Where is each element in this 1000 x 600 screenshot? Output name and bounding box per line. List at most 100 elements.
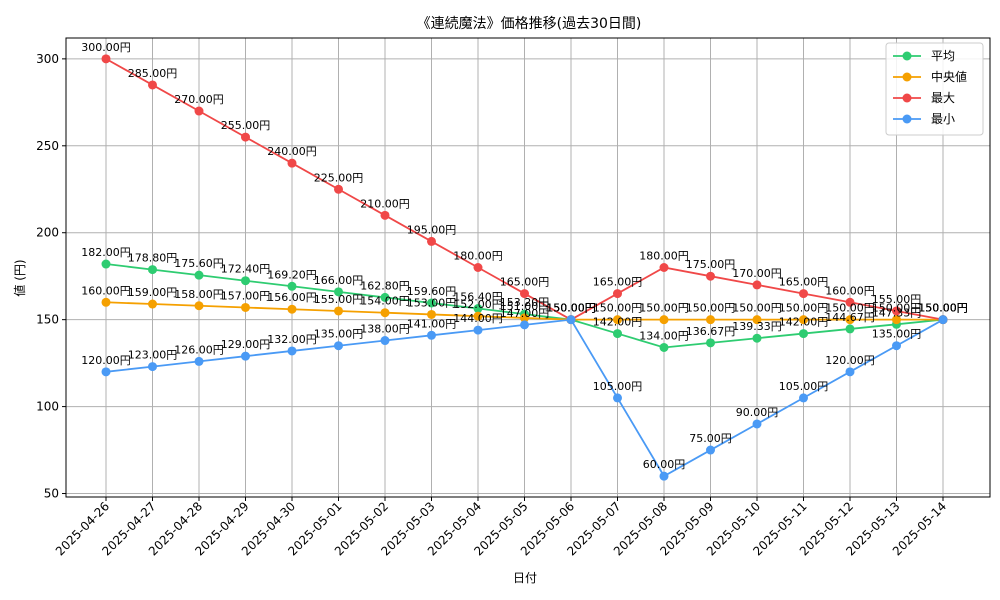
data-label: 170.00円 — [732, 267, 782, 280]
data-point — [845, 297, 855, 307]
data-point — [706, 315, 715, 325]
data-point — [194, 270, 204, 280]
data-label: 141.00円 — [407, 317, 457, 330]
data-point — [241, 276, 250, 286]
data-label: 120.00円 — [81, 354, 131, 367]
data-point — [101, 297, 111, 307]
data-point — [845, 315, 855, 325]
data-point — [194, 106, 204, 116]
data-label: 172.40円 — [221, 263, 271, 276]
data-label: 144.67円 — [825, 311, 875, 324]
data-point — [659, 342, 669, 352]
data-point — [194, 356, 204, 366]
series-中央値 — [101, 297, 948, 325]
data-label: 182.00円 — [81, 246, 131, 259]
legend-label: 最大 — [931, 91, 955, 105]
data-label: 105.00円 — [593, 380, 643, 393]
legend-marker — [902, 51, 912, 61]
data-label: 142.00円 — [593, 316, 643, 329]
data-label: 160.00円 — [81, 284, 131, 297]
data-label: 150.00円 — [686, 302, 736, 315]
data-label: 150.00円 — [779, 302, 829, 315]
data-point — [380, 308, 390, 318]
data-label: 60.00円 — [643, 458, 686, 471]
data-label: 150.00円 — [918, 302, 968, 315]
data-label: 159.60円 — [407, 285, 457, 298]
data-label: 158.00円 — [174, 288, 224, 301]
data-point — [799, 315, 808, 325]
data-point — [799, 393, 808, 403]
data-label: 210.00円 — [360, 197, 410, 210]
series-layer — [101, 54, 948, 481]
data-label: 240.00円 — [267, 145, 317, 158]
data-label: 150.00円 — [639, 302, 689, 315]
data-label: 156.00円 — [267, 291, 317, 304]
data-point — [380, 210, 390, 220]
data-point — [287, 346, 297, 356]
legend-label: 平均 — [931, 49, 955, 63]
data-label: 150.00円 — [918, 302, 968, 315]
data-label: 120.00円 — [825, 354, 875, 367]
data-point — [892, 341, 901, 351]
series-最小 — [101, 315, 948, 481]
data-point — [101, 367, 111, 377]
data-point — [613, 393, 622, 403]
data-label: 155.00円 — [872, 293, 922, 306]
data-label: 132.00円 — [267, 333, 317, 346]
y-tick-label: 50 — [44, 487, 59, 501]
legend-marker — [902, 93, 912, 103]
data-label: 135.00円 — [314, 328, 364, 341]
data-label: 150.00円 — [546, 302, 596, 315]
data-point — [473, 263, 483, 272]
data-label: 90.00円 — [736, 406, 779, 419]
data-point — [241, 302, 250, 312]
data-label: 270.00円 — [174, 93, 224, 106]
data-point — [241, 132, 250, 142]
data-point — [148, 80, 157, 90]
chart-title: 《連続魔法》価格推移(過去30日間) — [417, 15, 642, 32]
data-point — [101, 259, 111, 269]
data-point — [380, 336, 390, 346]
data-label: 180.00円 — [639, 250, 689, 263]
data-label: 139.33円 — [732, 320, 782, 333]
data-label: 150.00円 — [593, 302, 643, 315]
data-point — [148, 299, 157, 309]
plot-area — [65, 37, 991, 498]
y-tick-label: 300 — [36, 52, 59, 66]
data-label: 150.00円 — [918, 302, 968, 315]
y-tick-label: 100 — [36, 400, 59, 414]
data-label: 156.40円 — [453, 291, 503, 304]
data-label: 154.00円 — [360, 295, 410, 308]
data-label: 152.00円 — [453, 298, 503, 311]
data-point — [473, 304, 483, 314]
y-tick-label: 200 — [36, 226, 59, 240]
y-axis-label: 値 (円) — [12, 259, 27, 296]
data-label: 150.00円 — [872, 302, 922, 315]
data-point — [752, 419, 762, 429]
data-label: 165.00円 — [779, 276, 829, 289]
data-label: 195.00円 — [407, 223, 457, 236]
data-point — [613, 315, 622, 325]
data-point — [752, 315, 762, 325]
data-label: 159.00円 — [128, 286, 178, 299]
data-label: 150.00円 — [546, 302, 596, 315]
data-label: 160.00円 — [825, 284, 875, 297]
data-point — [148, 265, 157, 275]
data-point — [520, 289, 529, 299]
data-point — [287, 158, 297, 168]
data-label: 142.00円 — [779, 316, 829, 329]
data-point — [148, 362, 157, 372]
legend-entry: 最小 — [893, 112, 955, 126]
data-label: 150.00円 — [825, 302, 875, 315]
data-label: 178.80円 — [128, 252, 178, 265]
data-label: 151.00円 — [500, 300, 550, 313]
data-point — [706, 445, 715, 455]
data-label: 144.00円 — [453, 312, 503, 325]
data-label: 123.00円 — [128, 349, 178, 362]
data-label: 169.20円 — [267, 268, 317, 281]
data-point — [194, 301, 204, 311]
data-point — [427, 309, 436, 319]
legend-label: 最小 — [931, 112, 955, 126]
data-point — [845, 324, 855, 334]
